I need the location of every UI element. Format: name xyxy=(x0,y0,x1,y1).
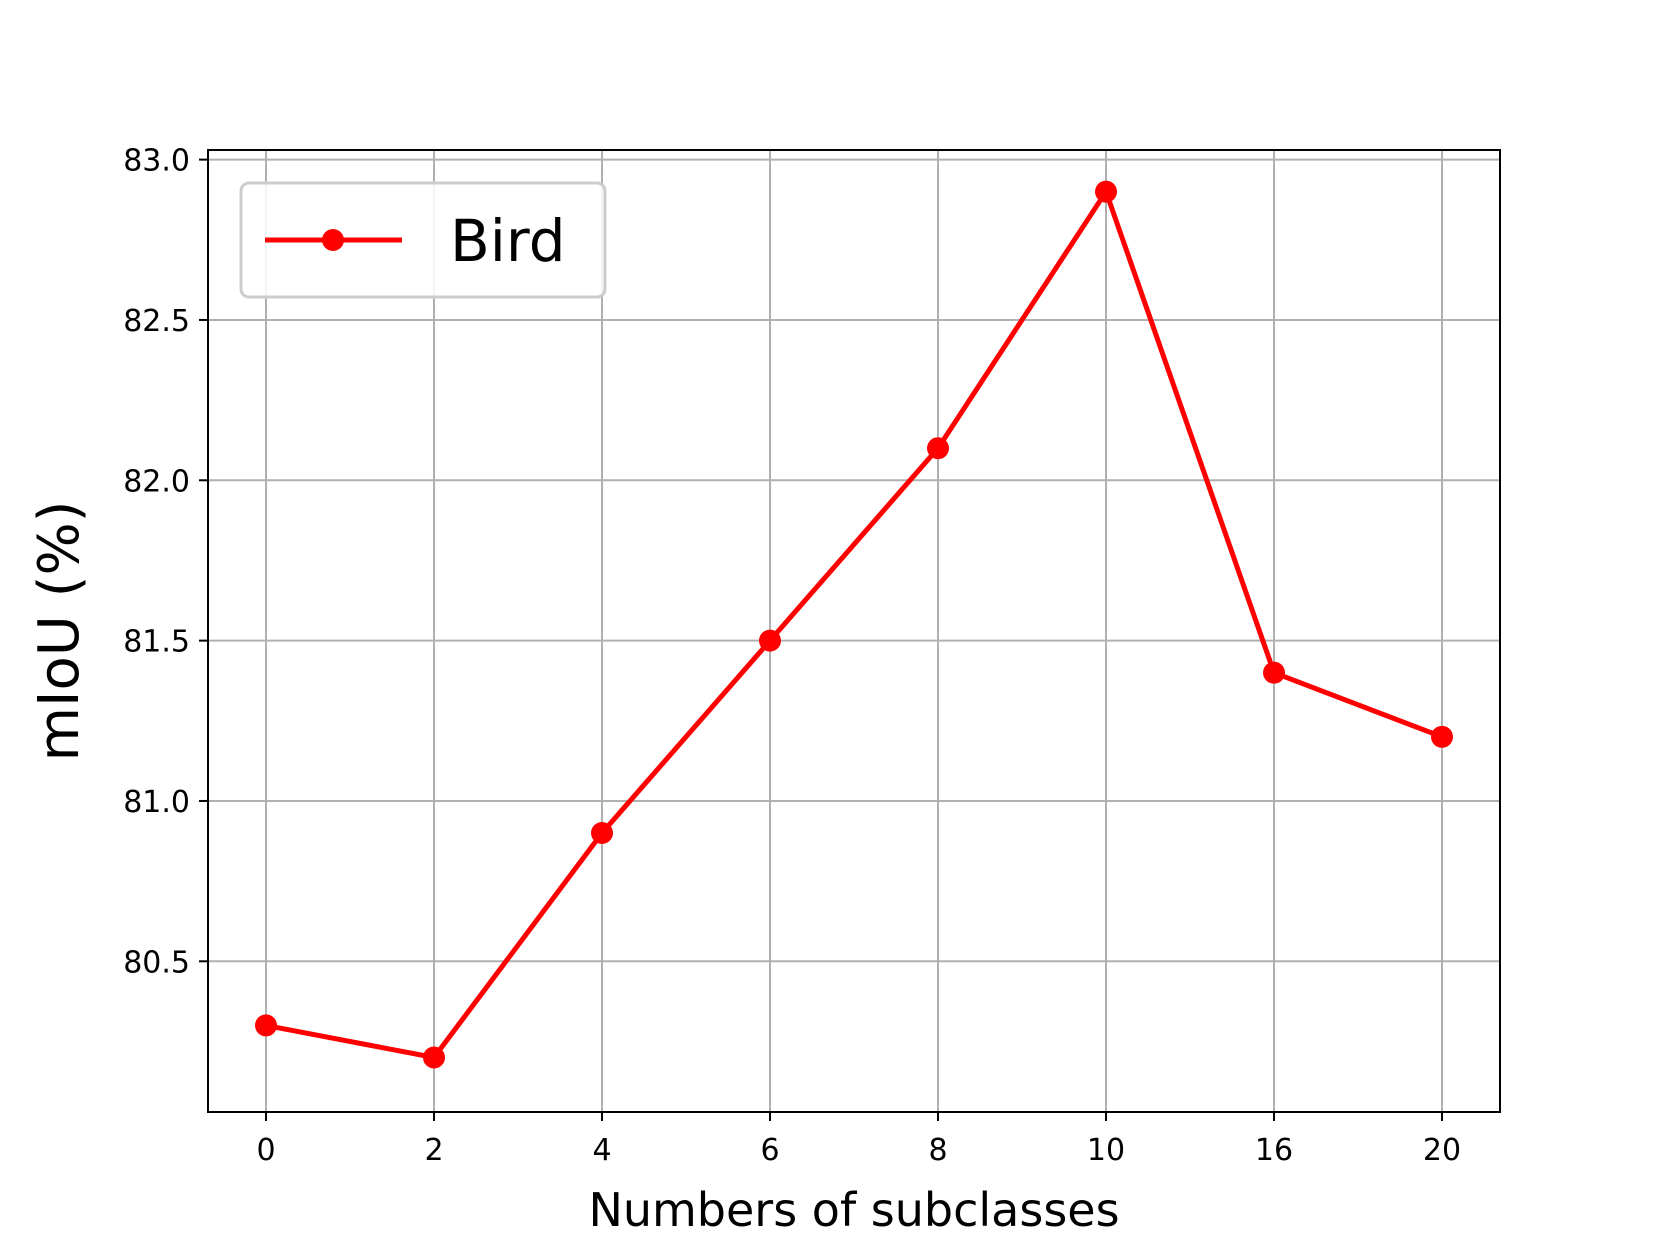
data-point xyxy=(591,822,613,845)
y-tick-label: 81.0 xyxy=(123,785,190,820)
x-tick-label: 2 xyxy=(424,1133,443,1168)
series-layer xyxy=(255,180,1453,1069)
data-point xyxy=(927,437,949,460)
data-point xyxy=(1431,725,1453,748)
series-line-bird xyxy=(265,189,1443,1060)
plot-frame xyxy=(207,149,1501,1113)
legend-marker xyxy=(322,229,344,251)
y-tick-label: 82.5 xyxy=(123,304,190,339)
legend: Bird xyxy=(239,181,607,299)
x-axis-label: Numbers of subclasses xyxy=(588,1183,1119,1237)
y-tick-label: 82.0 xyxy=(123,464,190,499)
x-tick-label: 8 xyxy=(928,1133,947,1168)
y-tick-label: 81.5 xyxy=(123,625,190,660)
x-tick-label: 4 xyxy=(592,1133,611,1168)
grid xyxy=(208,150,1500,1112)
y-tick-label: 80.5 xyxy=(123,945,190,980)
x-tick-label: 0 xyxy=(256,1133,275,1168)
axis-ticks: 0 2 4 6 8 10 16 20 80.5 81.0 81.5 82.0 82.5 83.0 xyxy=(123,144,1461,1168)
legend-box xyxy=(239,181,607,299)
data-point xyxy=(423,1046,445,1069)
y-tick-label: 83.0 xyxy=(123,144,190,179)
y-axis-label: mIoU (%) xyxy=(27,500,92,761)
legend-label: Bird xyxy=(450,207,566,275)
data-point xyxy=(1095,180,1117,203)
x-tick-label: 16 xyxy=(1255,1133,1293,1168)
axes-frame xyxy=(207,149,1501,1113)
x-tick-label: 10 xyxy=(1087,1133,1125,1168)
x-tick-label: 20 xyxy=(1423,1133,1461,1168)
data-point xyxy=(759,629,781,652)
data-point xyxy=(255,1014,277,1037)
x-tick-label: 6 xyxy=(760,1133,779,1168)
data-point xyxy=(1263,661,1285,684)
